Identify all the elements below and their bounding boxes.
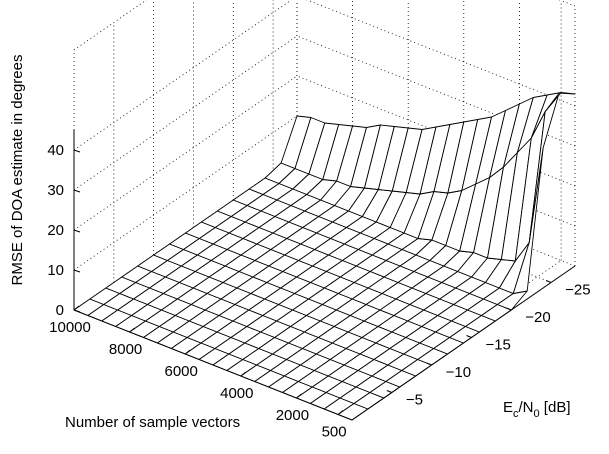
z-tick-mark: [73, 269, 81, 273]
x-tick-label: 8000: [109, 341, 142, 358]
z-tick-label: 0: [56, 302, 64, 319]
x-tick-label: 6000: [165, 363, 198, 380]
tick-labels: 0 10 20 30 40 500 2000 4000 6000 8000 10000 −5 −10 −1…: [47, 142, 590, 441]
y-tick-label: −20: [525, 309, 550, 326]
x-tick-label: 10000: [49, 319, 91, 336]
z-tick-label: 40: [47, 142, 64, 159]
surface-mesh: [73, 92, 576, 421]
y-axis-line: [351, 265, 576, 421]
y-tick-mark: [386, 390, 393, 393]
z-tick-label: 30: [47, 182, 64, 199]
x-tick-label: 4000: [220, 385, 253, 402]
x-axis-line: [73, 309, 353, 421]
z-tick-mark: [73, 229, 81, 233]
x-tick-mark: [129, 327, 135, 333]
grid-line-z-side: [306, 0, 576, 107]
x-tick-label: 500: [322, 424, 347, 441]
y-tick-mark: [506, 307, 512, 311]
surface-cell: [544, 92, 576, 112]
z-axis-label: RMSE of DOA estimate in degrees: [9, 55, 26, 286]
x-tick-mark: [184, 349, 191, 355]
x-tick-mark: [240, 371, 247, 377]
y-tick-mark: [545, 280, 552, 283]
y-tick-label: −5: [406, 392, 423, 409]
y-tick-mark: [466, 335, 472, 338]
axis-grid: [73, 0, 576, 415]
y-tick-label: −10: [446, 364, 471, 381]
y-tick-mark: [426, 362, 432, 366]
x-tick-mark: [73, 305, 80, 311]
x-tick-label: 2000: [276, 407, 309, 424]
axis-box: [73, 130, 576, 421]
x-tick-mark: [337, 410, 344, 415]
grid-line-z-back: [73, 0, 292, 151]
z-tick-mark: [73, 309, 81, 313]
box-edge-top-back: [73, 0, 148, 51]
z-tick-mark: [73, 189, 81, 193]
z-tick-label: 20: [47, 222, 64, 239]
z-tick-mark: [73, 149, 81, 153]
y-tick-label: −25: [565, 282, 590, 299]
grid-line-z-back: [73, 35, 298, 191]
z-tick-label: 10: [47, 262, 64, 279]
y-tick-label: −15: [485, 337, 510, 354]
x-tick-mark: [296, 393, 302, 399]
x-axis-label: Number of sample vectors: [65, 414, 240, 431]
box-edge-top-side: [558, 0, 576, 7]
y-axis-label: Ec/N0 [dB]: [503, 399, 571, 420]
